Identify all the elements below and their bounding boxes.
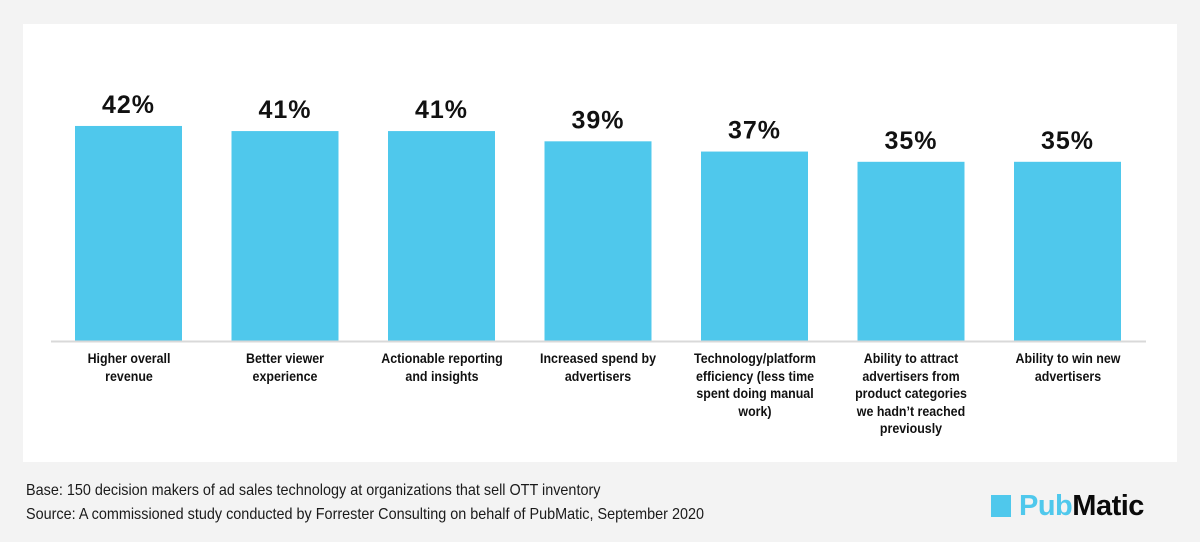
category-label-4: Increased spend by advertisers	[529, 350, 667, 385]
category-label-5: Technology/platform efficiency (less time…	[686, 350, 824, 420]
category-label-1: Higher overall revenue	[60, 350, 198, 385]
category-label-3: Actionable reporting and insights	[373, 350, 511, 385]
category-label-line: Higher overall	[87, 351, 170, 366]
category-label-line: experience	[252, 368, 318, 384]
category-label-line: Ability to win new	[1015, 351, 1120, 366]
category-label-line: work)	[737, 403, 772, 419]
bars-group	[75, 125, 1121, 342]
value-label-6: 35%	[884, 127, 937, 155]
category-label-line: advertisers	[564, 368, 632, 384]
bar-4	[544, 141, 652, 341]
category-label-2: Better viewer experience	[216, 350, 354, 385]
value-labels-group: 42% 41% 41% 39% 37% 35% 35%	[102, 91, 1094, 155]
category-label-line: spent doing manual	[695, 386, 814, 401]
category-label-7: Ability to win new advertisers	[999, 350, 1137, 385]
value-label-5: 37%	[728, 117, 781, 145]
category-label-line: Better viewer	[245, 351, 324, 366]
category-label-line: Ability to attract	[863, 351, 959, 366]
category-label-line: revenue	[104, 368, 153, 384]
value-label-7: 35%	[1041, 127, 1094, 155]
source-note: Source: A commissioned study conducted b…	[26, 506, 704, 523]
category-label-line: product categories	[855, 386, 967, 401]
value-label-2: 41%	[258, 96, 311, 124]
category-label-line: and insights	[404, 368, 479, 384]
bar-3	[388, 131, 495, 341]
category-label-line: Actionable reporting	[380, 351, 503, 366]
category-label-line: Technology/platform	[693, 351, 816, 366]
logo-square-icon	[991, 495, 1011, 517]
footer-notes: Base: 150 decision makers of ad sales te…	[26, 479, 704, 527]
logo-text-pub: Pub	[1019, 489, 1073, 522]
bar-2	[231, 131, 339, 341]
category-label-line: advertisers from	[862, 368, 960, 384]
value-label-3: 41%	[415, 96, 468, 124]
value-label-1: 42%	[102, 91, 155, 119]
bar-7	[1014, 161, 1121, 341]
bar-1	[75, 125, 182, 342]
bar-6	[857, 161, 965, 341]
logo-text-matic: Matic	[1072, 489, 1144, 522]
category-label-line: advertisers	[1034, 368, 1101, 384]
base-note: Base: 150 decision makers of ad sales te…	[26, 482, 601, 499]
category-label-line: previously	[879, 421, 943, 436]
category-label-line: efficiency (less time	[695, 368, 814, 384]
category-label-6: Ability to attract advertisers from produc…	[842, 350, 980, 438]
value-label-4: 39%	[571, 106, 624, 134]
category-label-line: Increased spend by	[540, 351, 656, 366]
pubmatic-logo: PubMatic	[991, 489, 1144, 522]
category-label-line: we hadn’t reached	[856, 403, 966, 419]
bar-5	[701, 151, 808, 341]
